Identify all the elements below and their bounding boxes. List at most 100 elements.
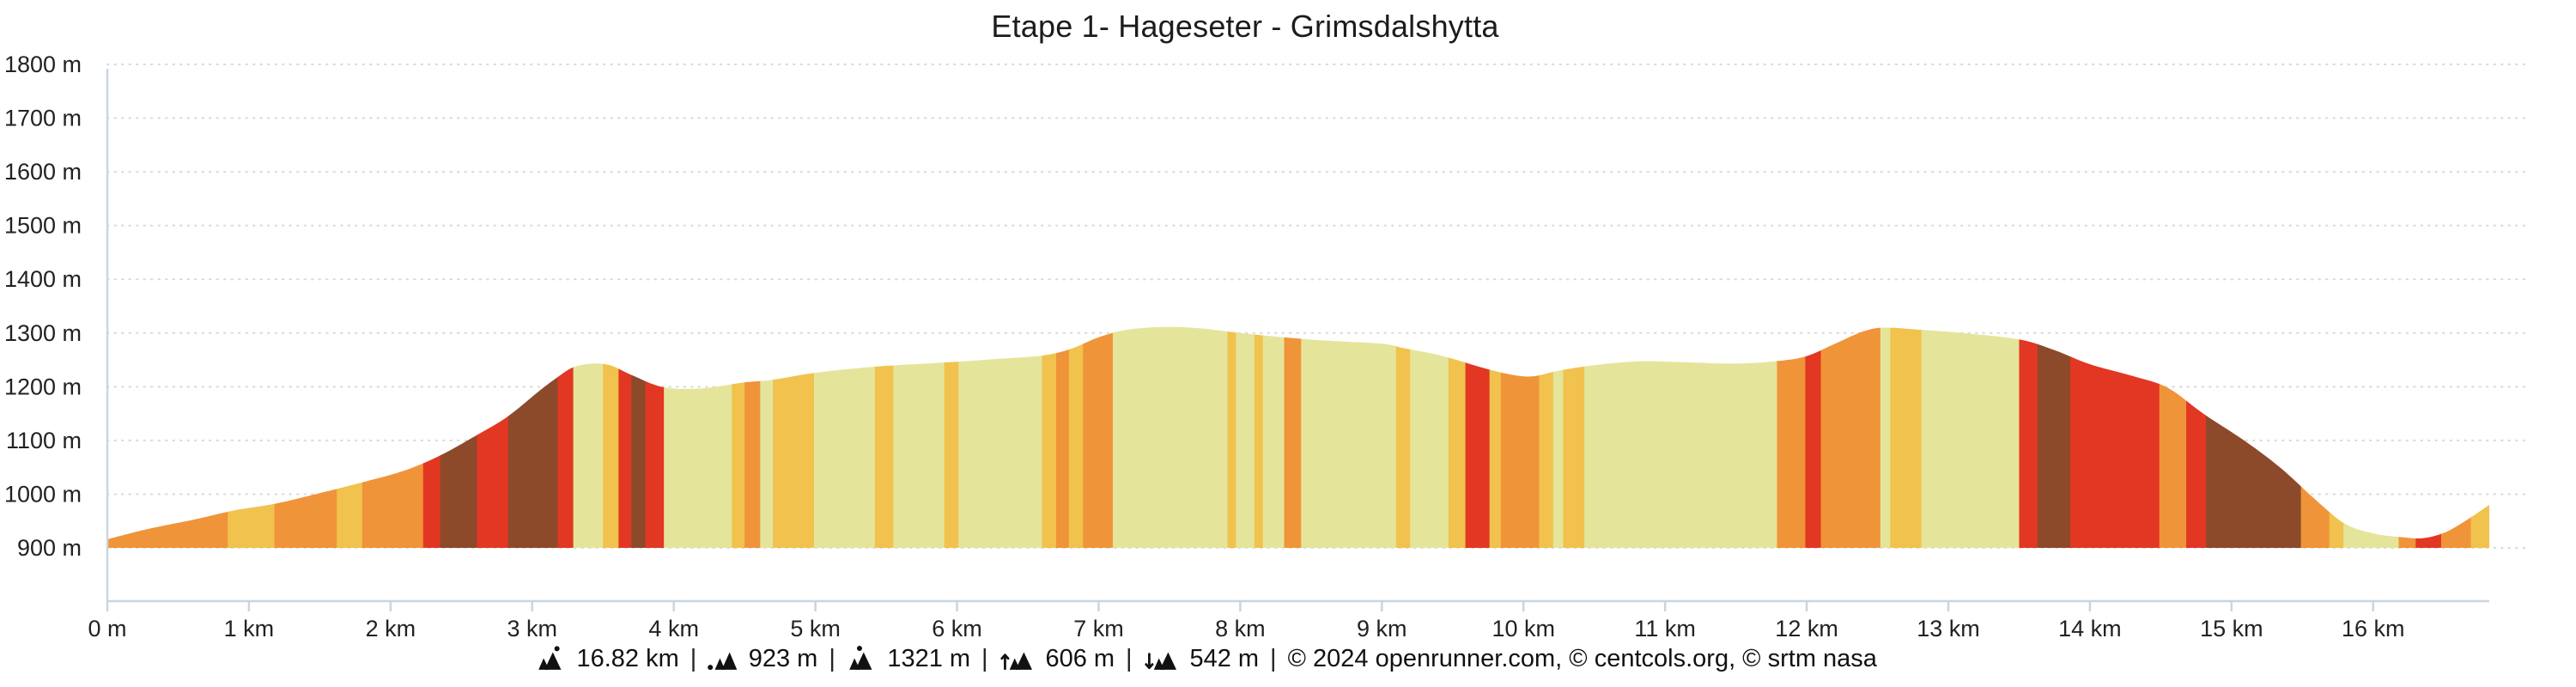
gradient-segment-flat — [958, 326, 1043, 548]
gradient-segment-gentle — [1563, 326, 1586, 548]
x-tick-label: 6 km — [932, 616, 982, 641]
gradient-segment-steep — [618, 326, 633, 548]
y-tick-label: 1500 m — [4, 213, 82, 239]
gradient-segment-gentle — [1227, 326, 1237, 548]
gradient-segment-moderate — [1284, 326, 1303, 548]
stat-distance: 16.82 km — [536, 645, 679, 673]
gradient-segment-gentle — [2329, 326, 2345, 548]
distance-mountain-icon — [538, 646, 562, 670]
gradient-segment-gentle — [1448, 326, 1467, 548]
gradient-segment-flat — [1584, 326, 1778, 548]
x-tick-label: 12 km — [1775, 616, 1838, 641]
x-tick-label: 3 km — [507, 616, 558, 641]
x-tick-label: 9 km — [1357, 616, 1407, 641]
page-title: Etape 1- Hageseter - Grimsdalshytta — [991, 9, 1499, 44]
gradient-segment-steep — [2069, 326, 2160, 548]
y-tick-label: 1400 m — [4, 266, 82, 292]
gradient-segment-very_steep — [440, 326, 478, 548]
gradient-segment-moderate — [2440, 326, 2472, 548]
gradient-segment-steep — [557, 326, 574, 548]
y-tick-label: 1100 m — [6, 428, 82, 453]
stat-ascent: 606 m — [999, 645, 1115, 673]
gradient-segment-gentle — [337, 326, 364, 548]
gradient-segment-flat — [1236, 326, 1256, 548]
gradient-segment-flat — [664, 326, 733, 548]
gradient-segment-steep — [2019, 326, 2039, 548]
footer: 16.82 km | 923 m | 1321 m | — [0, 636, 2413, 681]
stat-max-elevation-value: 1321 m — [887, 644, 971, 672]
min-elevation-icon — [708, 652, 738, 671]
gradient-segment-very_steep — [2206, 326, 2302, 548]
gradient-segment-gentle — [1395, 326, 1412, 548]
gradient-segment-steep — [477, 326, 509, 548]
gradient-segment-gentle — [1068, 326, 1084, 548]
gradient-segment-gentle — [228, 326, 276, 548]
gradient-segment-flat — [1410, 326, 1450, 548]
gradient-segment-steep — [645, 326, 665, 548]
gradient-segment-steep — [422, 326, 441, 548]
gradient-segment-moderate — [1777, 326, 1807, 548]
x-tick-label: 7 km — [1073, 616, 1124, 641]
y-tick-label: 1800 m — [4, 52, 82, 77]
x-tick-label: 1 km — [224, 616, 275, 641]
y-tick-label: 1300 m — [4, 320, 82, 346]
x-tick-label: 0 m — [88, 616, 126, 641]
separator: | — [981, 644, 988, 672]
copyright-text: © 2024 openrunner.com, © centcols.org, ©… — [1287, 644, 1877, 672]
separator: | — [1126, 644, 1133, 672]
y-tick-label: 1000 m — [4, 481, 82, 507]
x-tick-label: 13 km — [1917, 616, 1980, 641]
gradient-segment-gentle — [1042, 326, 1058, 548]
gradient-segment-steep — [2186, 326, 2208, 548]
gradient-segment-gentle — [1890, 326, 1923, 548]
gradient-segment-moderate — [1820, 326, 1882, 548]
gradient-segment-flat — [760, 326, 775, 548]
separator: | — [690, 644, 697, 672]
x-tick-label: 8 km — [1215, 616, 1266, 641]
gradient-segment-moderate — [274, 326, 338, 548]
gradient-segment-flat — [1921, 326, 2020, 548]
gradient-segment-very_steep — [507, 326, 559, 548]
x-tick-label: 5 km — [790, 616, 841, 641]
gradient-segment-gentle — [773, 326, 816, 548]
stat-descent: 542 m — [1144, 645, 1259, 673]
axes — [106, 69, 2489, 611]
descent-icon — [1144, 652, 1176, 670]
gradient-segment-steep — [1805, 326, 1822, 548]
y-tick-label: 1200 m — [4, 374, 82, 399]
gradient-segment-moderate — [1083, 326, 1115, 548]
x-tick-label: 10 km — [1492, 616, 1555, 641]
stat-max-elevation: 1321 m — [847, 645, 970, 673]
y-tick-label: 1600 m — [4, 159, 82, 185]
x-tick-label: 11 km — [1634, 616, 1696, 641]
gradient-segment-flat — [2343, 326, 2400, 548]
gradient-segment-very_steep — [631, 326, 647, 548]
gradient-segment-moderate — [744, 326, 762, 548]
stat-ascent-value: 606 m — [1045, 644, 1115, 672]
gradient-segment-flat — [813, 326, 877, 548]
y-tick-label: 900 m — [17, 535, 82, 561]
gradient-segment-moderate — [2159, 326, 2188, 548]
gradient-segment-gentle — [732, 326, 746, 548]
x-tick-label: 15 km — [2200, 616, 2263, 641]
gradient-segment-gentle — [1254, 326, 1264, 548]
stat-min-elevation: 923 m — [708, 645, 817, 673]
separator: | — [1270, 644, 1277, 672]
stat-min-elevation-value: 923 m — [748, 644, 818, 672]
gradient-segment-flat — [893, 326, 945, 548]
elevation-area — [107, 326, 2489, 548]
x-tick-label: 4 km — [648, 616, 699, 641]
gradient-segment-gentle — [1489, 326, 1503, 548]
gradient-segment-flat — [1262, 326, 1285, 548]
y-axis-labels: 900 m 1000 m 1100 m 1200 m 1300 m 1400 m 1500 … — [4, 52, 82, 561]
gradient-segment-steep — [2415, 326, 2443, 548]
stat-distance-value: 16.82 km — [576, 644, 679, 672]
gradient-segment-flat — [1880, 326, 1892, 548]
gradient-segment-moderate — [361, 326, 424, 548]
separator: | — [829, 644, 835, 672]
gradient-segment-flat — [573, 326, 605, 548]
stat-descent-value: 542 m — [1189, 644, 1260, 672]
gradient-segment-gentle — [944, 326, 960, 548]
